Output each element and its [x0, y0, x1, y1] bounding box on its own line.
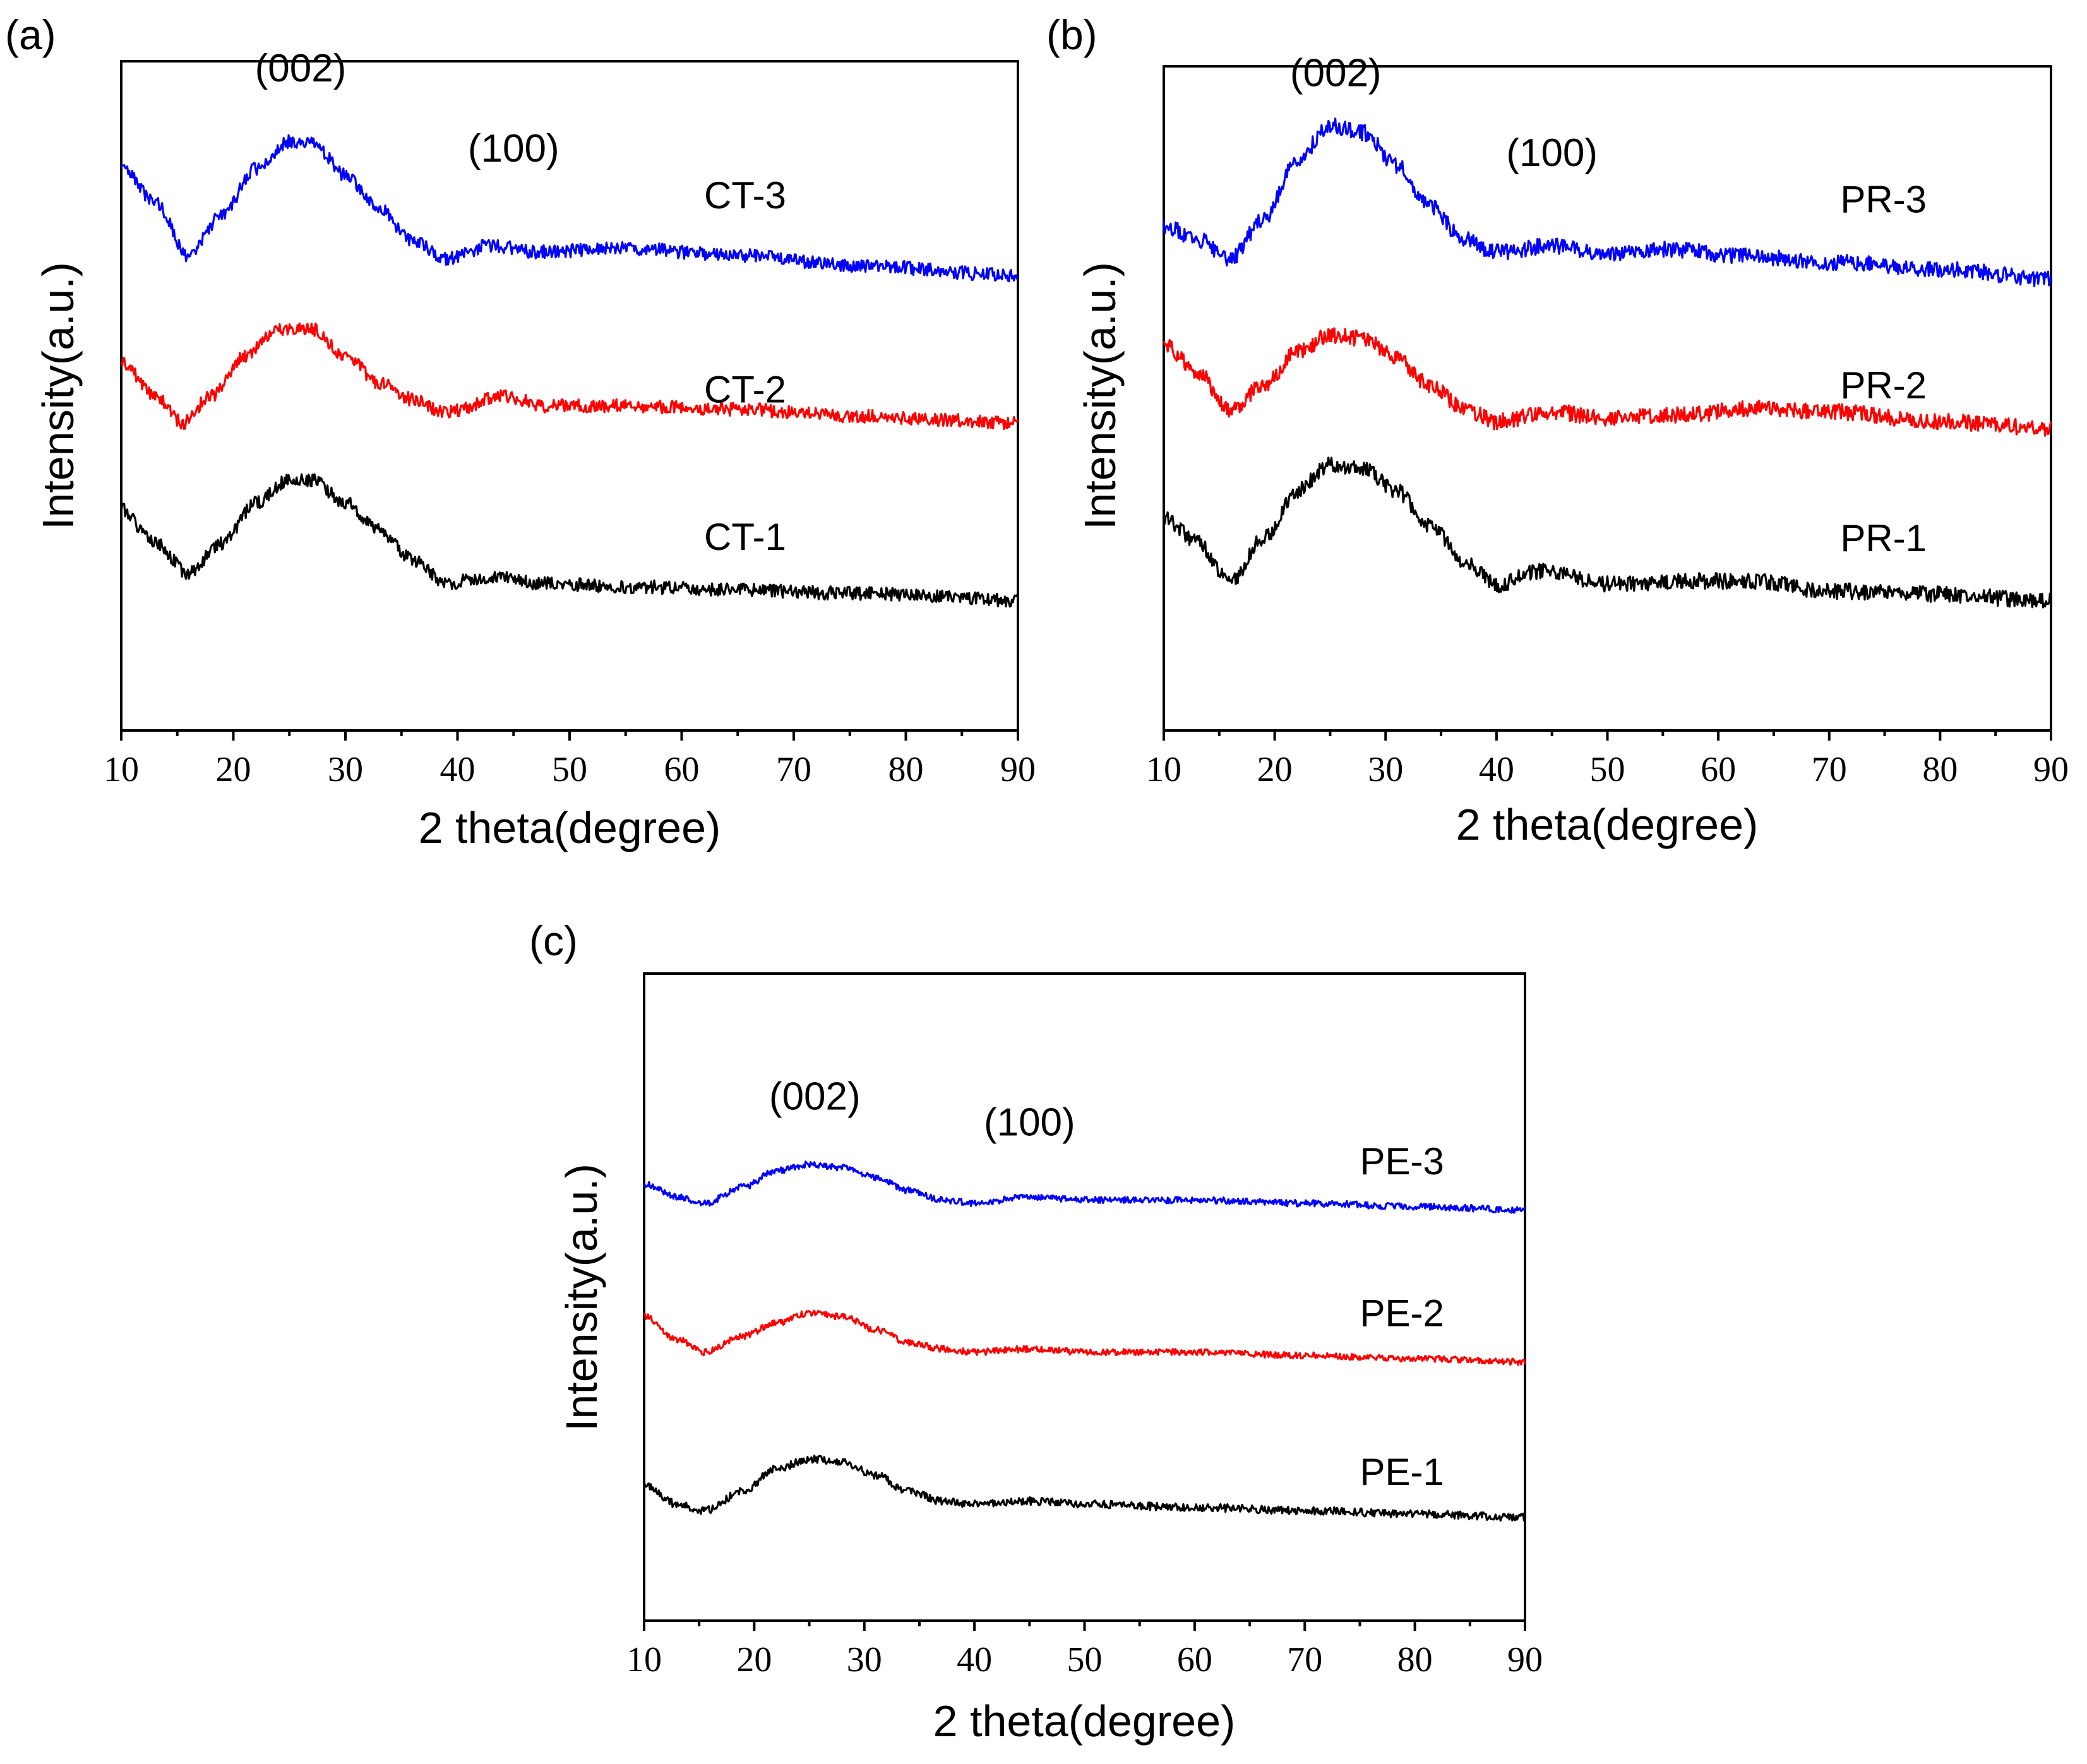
- x-ticks: 10 20 30 40 50 60 70 80 90: [626, 1621, 1543, 1679]
- series-line-pe-3: [643, 1160, 1526, 1214]
- x-tick-label: 40: [957, 1640, 992, 1679]
- series-labels: PR-3 PR-2 PR-1: [1840, 178, 1927, 559]
- peak-annotation: (100): [984, 1100, 1075, 1144]
- series-label: PE-3: [1360, 1140, 1444, 1183]
- x-tick-label: 50: [1067, 1640, 1103, 1679]
- panel-letter: (c): [529, 917, 578, 964]
- panel-letter: (a): [5, 11, 56, 58]
- series-line-ct-2: [120, 322, 1019, 431]
- x-tick-label: 10: [104, 750, 139, 789]
- y-axis-label: Intensity(a.u.): [557, 1164, 606, 1431]
- series-line-pr-3: [1163, 117, 2052, 287]
- series-group: [643, 1160, 1526, 1522]
- x-tick-label: 90: [2033, 750, 2069, 789]
- panel-letter: (b): [1046, 11, 1097, 58]
- x-tick-label: 70: [1287, 1640, 1322, 1679]
- series-line-pr-2: [1163, 327, 2052, 437]
- x-tick-label: 30: [847, 1640, 882, 1679]
- x-tick-label: 90: [1507, 1640, 1543, 1679]
- panel-a: (a) 10 20 30 40 50 60 70 80 90 CT-3 CT-2 CT-1 (0…: [5, 11, 1036, 852]
- x-tick-label: 20: [736, 1640, 772, 1679]
- series-group: [1163, 117, 2052, 609]
- peak-annotations: (002) (100): [255, 47, 559, 170]
- peak-annotation: (100): [1506, 131, 1598, 175]
- series-label: CT-3: [704, 174, 786, 217]
- panel-c: (c) 10 20 30 40 50 60 70 80 90 PE-3 PE-2 PE-1 (0…: [529, 917, 1543, 1746]
- peak-annotation: (002): [769, 1075, 861, 1118]
- series-line-ct-1: [120, 473, 1019, 608]
- series-line-ct-3: [120, 134, 1019, 283]
- series-label: PE-2: [1360, 1292, 1444, 1335]
- x-ticks: 10 20 30 40 50 60 70 80 90: [1146, 730, 2069, 789]
- x-tick-label: 20: [216, 750, 251, 789]
- x-tick-label: 60: [664, 750, 700, 789]
- x-tick-label: 70: [776, 750, 811, 789]
- x-tick-label: 20: [1257, 750, 1293, 789]
- series-line-pr-1: [1163, 456, 2052, 609]
- x-tick-label: 50: [552, 750, 587, 789]
- plot-frame: [120, 60, 1019, 732]
- x-tick-label: 60: [1177, 1640, 1212, 1679]
- series-line-pe-1: [643, 1454, 1526, 1522]
- series-labels: CT-3 CT-2 CT-1: [704, 174, 786, 558]
- x-tick-label: 60: [1701, 750, 1736, 789]
- x-axis-label: 2 theta(degree): [933, 1696, 1236, 1746]
- peak-annotation: (002): [1290, 52, 1382, 95]
- series-label: PR-2: [1840, 364, 1927, 407]
- x-tick-label: 80: [1922, 750, 1958, 789]
- peak-annotations: (002) (100): [769, 1075, 1075, 1144]
- x-tick-label: 40: [1479, 750, 1514, 789]
- x-tick-label: 90: [1000, 750, 1036, 789]
- x-tick-label: 30: [328, 750, 363, 789]
- series-labels: PE-3 PE-2 PE-1: [1360, 1140, 1444, 1493]
- y-axis-label: Intensity(a.u.): [1075, 262, 1125, 530]
- series-label: CT-1: [704, 516, 786, 558]
- y-axis-label: Intensity(a.u.): [33, 262, 83, 530]
- x-tick-label: 50: [1590, 750, 1625, 789]
- series-line-pe-2: [643, 1309, 1526, 1366]
- x-tick-label: 10: [1146, 750, 1181, 789]
- peak-annotations: (002) (100): [1290, 52, 1598, 175]
- x-tick-label: 80: [888, 750, 924, 789]
- series-label: PR-1: [1840, 517, 1927, 559]
- x-tick-label: 40: [440, 750, 475, 789]
- x-tick-label: 10: [626, 1640, 662, 1679]
- series-label: CT-2: [704, 369, 786, 411]
- x-ticks: 10 20 30 40 50 60 70 80 90: [104, 730, 1036, 789]
- series-label: PR-3: [1840, 178, 1927, 220]
- x-tick-label: 80: [1397, 1640, 1433, 1679]
- peak-annotation: (002): [255, 47, 347, 90]
- series-label: PE-1: [1360, 1451, 1444, 1493]
- x-tick-label: 30: [1368, 750, 1403, 789]
- series-group: [120, 134, 1019, 608]
- x-axis-label: 2 theta(degree): [1456, 800, 1759, 849]
- x-axis-label: 2 theta(degree): [419, 803, 721, 852]
- panel-b: (b) 10 20 30 40 50 60 70 80 90 PR-3 PR-2 PR-1 (0…: [1046, 11, 2069, 849]
- x-tick-label: 70: [1812, 750, 1847, 789]
- peak-annotation: (100): [468, 127, 559, 170]
